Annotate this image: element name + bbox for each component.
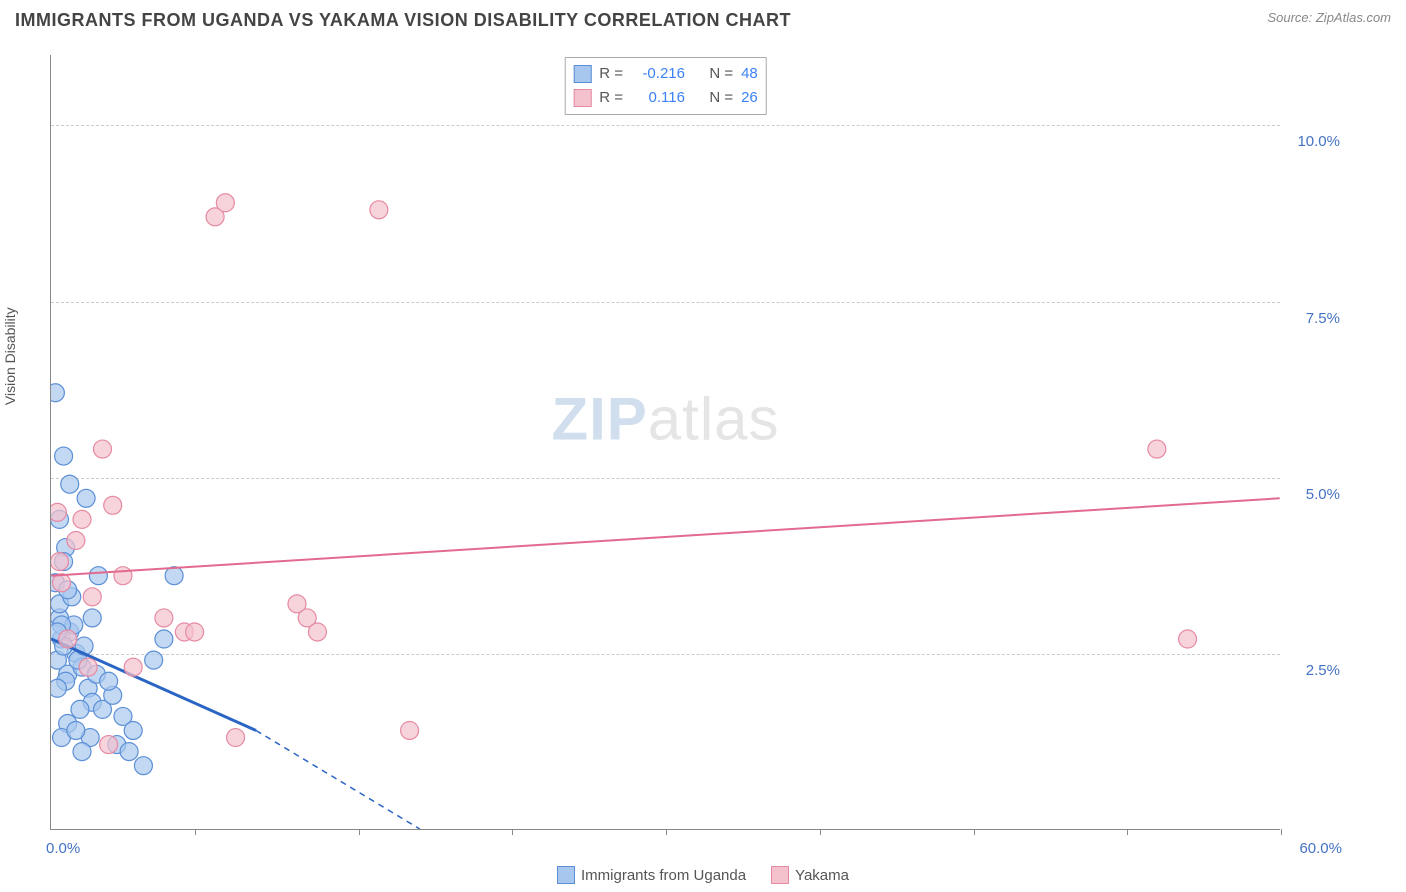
data-point <box>120 743 138 761</box>
x-tick <box>820 829 821 835</box>
legend-label: Yakama <box>795 867 849 884</box>
data-point <box>55 447 73 465</box>
source-attribution: Source: ZipAtlas.com <box>1267 10 1391 25</box>
legend-item: Yakama <box>771 866 849 884</box>
data-point <box>401 722 419 740</box>
legend-label: Immigrants from Uganda <box>581 867 746 884</box>
data-point <box>93 440 111 458</box>
x-tick <box>1281 829 1282 835</box>
data-point <box>51 384 64 402</box>
data-point <box>89 567 107 585</box>
x-max-label: 60.0% <box>1299 840 1342 857</box>
data-point <box>73 510 91 528</box>
data-point <box>216 194 234 212</box>
y-tick-label: 7.5% <box>1306 310 1340 327</box>
x-tick <box>1127 829 1128 835</box>
data-point <box>1179 630 1197 648</box>
data-point <box>155 630 173 648</box>
x-min-label: 0.0% <box>46 840 80 857</box>
data-point <box>51 553 68 571</box>
data-point <box>73 743 91 761</box>
y-tick-label: 5.0% <box>1306 486 1340 503</box>
data-point <box>134 757 152 775</box>
y-tick-label: 10.0% <box>1297 133 1340 150</box>
legend-row: R = 0.116 N = 26 <box>573 86 758 110</box>
legend-swatch <box>573 89 591 107</box>
legend-row: R = -0.216 N = 48 <box>573 62 758 86</box>
data-point <box>100 736 118 754</box>
data-point <box>145 651 163 669</box>
plot-area: ZIPatlas R = -0.216 N = 48R = 0.116 N = … <box>50 55 1280 830</box>
data-point <box>71 700 89 718</box>
x-tick <box>195 829 196 835</box>
data-point <box>370 201 388 219</box>
data-point <box>114 567 132 585</box>
series-legend: Immigrants from Uganda Yakama <box>557 866 849 884</box>
x-tick <box>359 829 360 835</box>
data-point <box>104 496 122 514</box>
data-point <box>61 475 79 493</box>
data-point <box>124 722 142 740</box>
data-point <box>308 623 326 641</box>
y-axis-label: Vision Disability <box>2 307 18 405</box>
correlation-legend: R = -0.216 N = 48R = 0.116 N = 26 <box>564 57 767 115</box>
data-point <box>124 658 142 676</box>
data-point <box>67 532 85 550</box>
data-point <box>155 609 173 627</box>
y-tick-label: 2.5% <box>1306 662 1340 679</box>
legend-swatch <box>771 866 789 884</box>
legend-swatch <box>557 866 575 884</box>
data-point <box>186 623 204 641</box>
data-point <box>79 658 97 676</box>
scatter-layer <box>51 55 1280 829</box>
data-point <box>51 503 66 521</box>
data-point <box>67 722 85 740</box>
legend-item: Immigrants from Uganda <box>557 866 746 884</box>
data-point <box>77 489 95 507</box>
data-point <box>83 588 101 606</box>
data-point <box>51 679 66 697</box>
x-tick <box>512 829 513 835</box>
data-point <box>1148 440 1166 458</box>
legend-swatch <box>573 65 591 83</box>
data-point <box>83 609 101 627</box>
data-point <box>100 672 118 690</box>
data-point <box>165 567 183 585</box>
data-point <box>227 729 245 747</box>
chart-title: IMMIGRANTS FROM UGANDA VS YAKAMA VISION … <box>15 10 791 31</box>
x-tick <box>666 829 667 835</box>
trend-line <box>51 498 1279 575</box>
data-point <box>59 630 77 648</box>
x-tick <box>974 829 975 835</box>
trend-line <box>256 730 420 829</box>
